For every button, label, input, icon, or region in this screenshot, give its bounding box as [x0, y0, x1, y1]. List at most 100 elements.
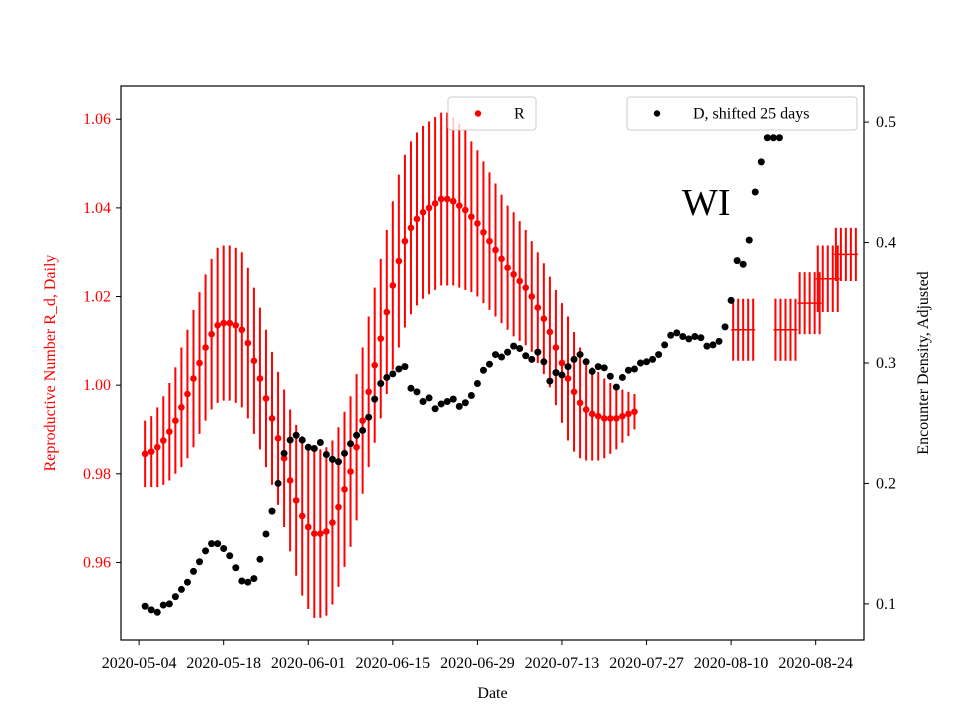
r-point: [480, 228, 487, 236]
d-point: [159, 601, 167, 609]
d-point: [304, 443, 312, 451]
d-point: [516, 345, 524, 353]
d-point: [643, 358, 651, 366]
r-point: [335, 503, 342, 511]
legend-d-box: [626, 96, 858, 131]
r-point: [449, 197, 457, 205]
r-point: [474, 220, 481, 227]
d-point: [727, 296, 735, 304]
d-point: [292, 431, 300, 439]
r-point: [419, 209, 427, 216]
d-point: [485, 360, 493, 368]
d-point: [189, 567, 197, 575]
d-point: [534, 348, 542, 356]
left-y-tick-label: 1.02: [83, 289, 111, 306]
r-point: [443, 195, 451, 203]
right-y-tick-label: 0.3: [876, 355, 896, 372]
r-point: [304, 523, 312, 531]
right-y-axis-label: Encounter Density, Adjusted: [915, 271, 932, 454]
r-point: [395, 257, 403, 265]
d-point: [226, 552, 234, 560]
d-point: [413, 388, 421, 396]
d-point: [401, 363, 409, 371]
d-point: [147, 606, 155, 614]
d-point: [286, 436, 294, 444]
d-point: [268, 507, 276, 515]
d-point: [775, 134, 783, 142]
d-point: [341, 449, 349, 457]
d-point: [757, 158, 765, 166]
d-point: [667, 331, 675, 339]
right-y-tick-label: 0.4: [876, 235, 896, 252]
d-point: [691, 333, 699, 341]
r-point: [431, 200, 439, 207]
r-point: [425, 204, 433, 212]
r-point: [159, 437, 167, 444]
d-point: [256, 555, 264, 563]
r-point: [594, 412, 602, 420]
d-point: [353, 431, 361, 439]
d-point: [455, 402, 463, 410]
d-point: [262, 530, 270, 538]
d-point: [141, 602, 149, 610]
r-point: [214, 322, 221, 329]
r-point: [588, 410, 596, 418]
r-point: [256, 375, 264, 382]
r-point: [250, 357, 258, 365]
d-series-layer: [141, 134, 783, 616]
d-point: [371, 395, 379, 403]
d-point: [244, 578, 252, 586]
r-point: [153, 443, 161, 451]
r-point: [292, 497, 300, 504]
d-point: [310, 445, 318, 453]
r-point: [341, 486, 348, 493]
d-point: [733, 257, 741, 265]
d-point: [492, 351, 500, 359]
r-point: [208, 330, 215, 338]
r-point: [178, 404, 185, 411]
r-point: [274, 435, 282, 442]
r-point: [413, 215, 421, 223]
r-point: [546, 328, 554, 336]
d-point: [504, 348, 512, 356]
r-point: [631, 408, 638, 416]
r-point: [582, 406, 590, 413]
d-point: [763, 134, 771, 142]
r-point: [407, 224, 415, 232]
left-y-tick-label: 0.98: [83, 466, 111, 483]
d-point: [612, 383, 620, 391]
r-point: [377, 335, 385, 342]
d-point: [177, 585, 185, 593]
r-point: [147, 448, 155, 455]
d-point: [739, 260, 747, 268]
d-point: [208, 540, 216, 548]
d-point: [721, 323, 729, 331]
d-point: [214, 540, 222, 548]
r-point: [238, 326, 246, 334]
d-point: [709, 341, 717, 349]
r-point: [389, 282, 397, 289]
d-point: [443, 398, 451, 406]
r-point: [347, 468, 354, 475]
d-point: [769, 134, 777, 142]
d-point: [552, 369, 560, 377]
left-y-tick-label: 1.00: [83, 377, 111, 394]
x-tick-label: 2020-06-15: [356, 655, 431, 672]
d-point: [751, 188, 759, 196]
r-point: [570, 388, 578, 396]
d-point: [365, 413, 373, 421]
r-point: [534, 304, 542, 311]
axes-layer: 2020-05-04 2020-05-18 2020-06-01 2020-06-15…: [83, 111, 896, 672]
d-point: [449, 395, 457, 403]
d-point: [685, 335, 693, 343]
d-point: [540, 358, 548, 366]
d-point: [594, 363, 602, 371]
state-annotation: WI: [682, 182, 731, 224]
d-point: [636, 359, 644, 367]
r-point: [606, 415, 614, 422]
d-point: [679, 333, 687, 341]
d-point: [298, 436, 306, 444]
legend-r-box: [447, 96, 537, 131]
d-point: [624, 366, 632, 374]
